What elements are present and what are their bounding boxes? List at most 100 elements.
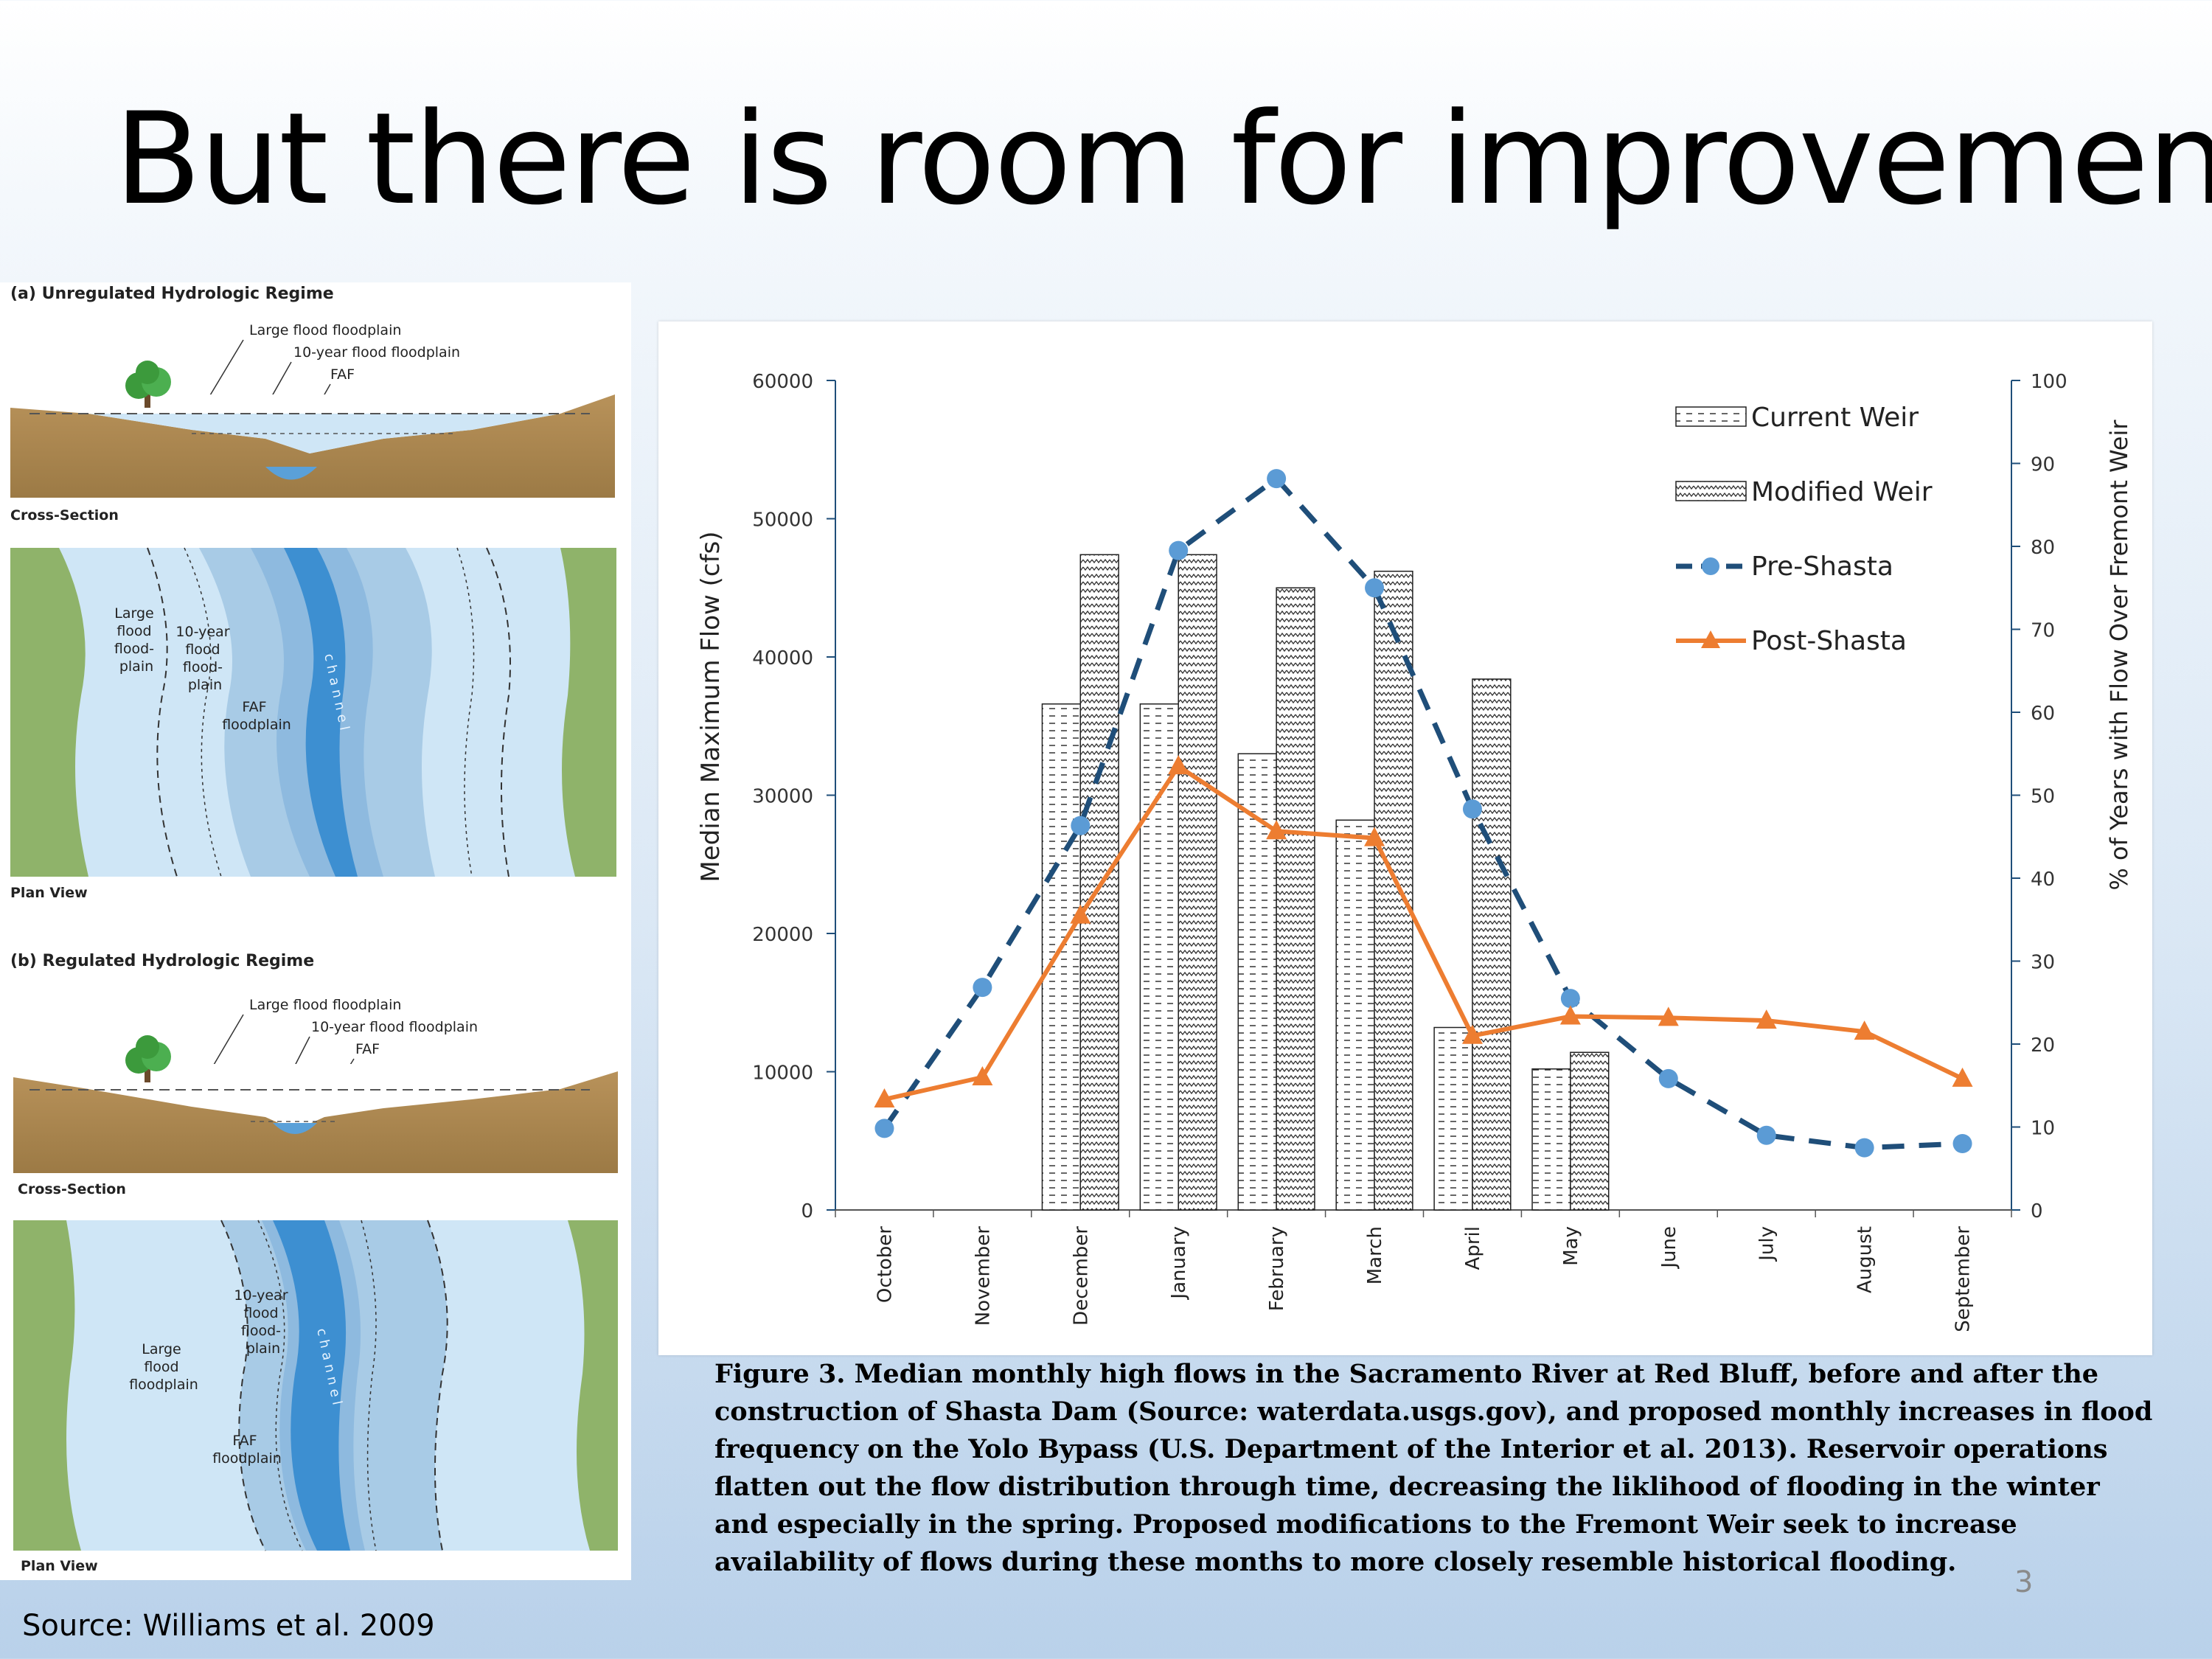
cross-section-label-a: Cross-Section <box>10 507 119 524</box>
point-post-shasta <box>972 1066 993 1085</box>
cross-section-a <box>10 394 615 498</box>
point-pre-shasta <box>1658 1068 1678 1088</box>
bar-current-weir <box>1335 819 1375 1211</box>
x-tick-label: April <box>1462 1226 1484 1270</box>
plan-view-label-a: Plan View <box>10 885 88 901</box>
legend-label-modified-weir: Modified Weir <box>1751 477 1933 507</box>
flow-chart: 0 10000 20000 30000 40000 50000 60000 0 10 20 30 40… <box>696 371 2133 1332</box>
label-large-line-0-b: Large <box>142 1341 181 1357</box>
label-ten-line-1-a: flood <box>185 641 220 658</box>
diagram-a-title: (a) Unregulated Hydrologic Regime <box>10 285 334 303</box>
y-tick-label-right: 100 <box>2031 371 2067 393</box>
x-tick-label: October <box>874 1226 896 1303</box>
legend-label-current-weir: Current Weir <box>1751 403 1919 433</box>
bar-current-weir <box>1041 703 1082 1211</box>
plan-view-b <box>13 1220 618 1551</box>
label-ten-line-2-b: flood- <box>241 1323 281 1339</box>
legend-label-post-shasta: Post-Shasta <box>1751 626 1907 656</box>
point-post-shasta <box>1658 1006 1679 1026</box>
legend-label-pre-shasta: Pre-Shasta <box>1751 552 1893 582</box>
svg-text:FAF floodplain: FAF floodplain <box>222 699 291 733</box>
y-tick-label-left: 60000 <box>752 371 813 393</box>
label-faf-line-1-a: floodplain <box>222 717 291 733</box>
y-tick-label-right: 10 <box>2031 1118 2055 1140</box>
legend-swatch-modified-weir <box>1675 481 1747 501</box>
point-post-shasta <box>1461 1024 1483 1044</box>
point-pre-shasta <box>1854 1138 1874 1158</box>
y-tick-label-right: 90 <box>2031 454 2055 476</box>
point-pre-shasta <box>973 978 992 998</box>
point-pre-shasta <box>1952 1134 1972 1153</box>
diagram-b-title: (b) Regulated Hydrologic Regime <box>10 952 314 970</box>
label-ten-line-1-b: flood <box>243 1305 278 1321</box>
point-post-shasta <box>874 1088 895 1107</box>
point-post-shasta <box>1854 1020 1875 1040</box>
point-pre-shasta <box>1267 469 1287 489</box>
svg-text:Large flood floodp: Large flood floodplain <box>129 1341 198 1393</box>
label-ten-line-3-a: plain <box>188 677 222 693</box>
bar-current-weir <box>1139 703 1179 1211</box>
y-tick-label-left: 10000 <box>752 1062 813 1085</box>
x-tick-label: November <box>972 1226 994 1326</box>
label-faf-b: FAF <box>355 1041 380 1057</box>
flow-chart-panel: 0 10000 20000 30000 40000 50000 60000 0 10 20 30 40… <box>658 321 2152 1355</box>
bar-modified-weir <box>1472 678 1512 1211</box>
bar-modified-weir <box>1570 1051 1610 1211</box>
point-pre-shasta <box>1756 1125 1776 1145</box>
y-tick-label-right: 60 <box>2031 703 2055 725</box>
point-post-shasta <box>1168 755 1189 775</box>
y-tick-label-right: 70 <box>2031 620 2055 642</box>
svg-text:10-year flood floo: 10-year flood flood- plain <box>175 624 234 693</box>
legend-swatch-current-weir <box>1675 406 1747 427</box>
x-tick-label: January <box>1168 1226 1190 1301</box>
label-large-line-1-b: flood <box>144 1359 178 1375</box>
label-large-line-3-a: plain <box>119 658 153 675</box>
point-pre-shasta <box>1071 815 1091 835</box>
tree-icon <box>125 1035 171 1082</box>
x-tick-label: September <box>1952 1226 1975 1332</box>
label-faf-a: FAF <box>330 366 355 383</box>
label-faf-line-0-b: FAF <box>232 1433 257 1449</box>
label-ten-line-3-b: plain <box>246 1340 280 1357</box>
point-pre-shasta <box>1462 799 1482 819</box>
point-post-shasta <box>1364 827 1385 846</box>
cross-section-label-b: Cross-Section <box>18 1181 126 1197</box>
point-pre-shasta <box>1365 578 1385 598</box>
y-tick-label-right: 20 <box>2031 1034 2055 1057</box>
y-tick-label-right: 50 <box>2031 786 2055 808</box>
source-note: Source: Williams et al. 2009 <box>22 1609 435 1643</box>
slide-title: But there is room for improvement <box>114 85 2212 233</box>
label-ten-line-0-b: 10-year <box>234 1287 288 1304</box>
figure-caption: Figure 3. Median monthly high flows in t… <box>714 1359 2153 1577</box>
y-tick-label-left: 50000 <box>752 509 813 532</box>
floodplain-diagram: (a) Unregulated Hydrologic Regime Large … <box>0 282 631 1580</box>
svg-text:Large flood flood-: Large flood flood- plain <box>114 605 159 675</box>
x-tick-label: December <box>1070 1226 1092 1326</box>
bar-current-weir <box>1433 1026 1473 1211</box>
point-pre-shasta <box>874 1119 894 1138</box>
x-tick-label: July <box>1756 1226 1778 1262</box>
bar-modified-weir <box>1178 554 1217 1211</box>
point-pre-shasta <box>1560 989 1580 1009</box>
y-axis-left-label: Median Maximum Flow (cfs) <box>696 531 726 882</box>
svg-text:FAF floodplain: FAF floodplain <box>212 1433 282 1467</box>
y-tick-label-right: 40 <box>2031 869 2055 891</box>
point-post-shasta <box>1756 1009 1777 1029</box>
label-ten-year-b: 10-year flood floodplain <box>311 1019 478 1035</box>
y-tick-label-left: 0 <box>801 1200 813 1222</box>
bar-modified-weir <box>1374 571 1413 1211</box>
label-large-line-2-b: floodplain <box>129 1377 198 1393</box>
y-tick-label-left: 20000 <box>752 924 813 946</box>
y-tick-label-right: 80 <box>2031 537 2055 559</box>
label-large-line-0-a: Large <box>114 605 153 622</box>
y-tick-label-right: 30 <box>2031 952 2055 974</box>
label-large-flood-b: Large flood floodplain <box>249 997 401 1013</box>
x-tick-label: June <box>1658 1226 1680 1270</box>
label-ten-line-2-a: flood- <box>183 659 223 675</box>
label-large-line-1-a: flood <box>116 623 151 639</box>
bar-current-weir <box>1531 1068 1571 1211</box>
label-ten-year-a: 10-year flood floodplain <box>293 344 460 361</box>
svg-text:10-year flood floo: 10-year flood flood- plain <box>234 1287 292 1357</box>
y-tick-label-right: 0 <box>2031 1200 2043 1222</box>
line-pre-shasta <box>882 475 1963 1151</box>
